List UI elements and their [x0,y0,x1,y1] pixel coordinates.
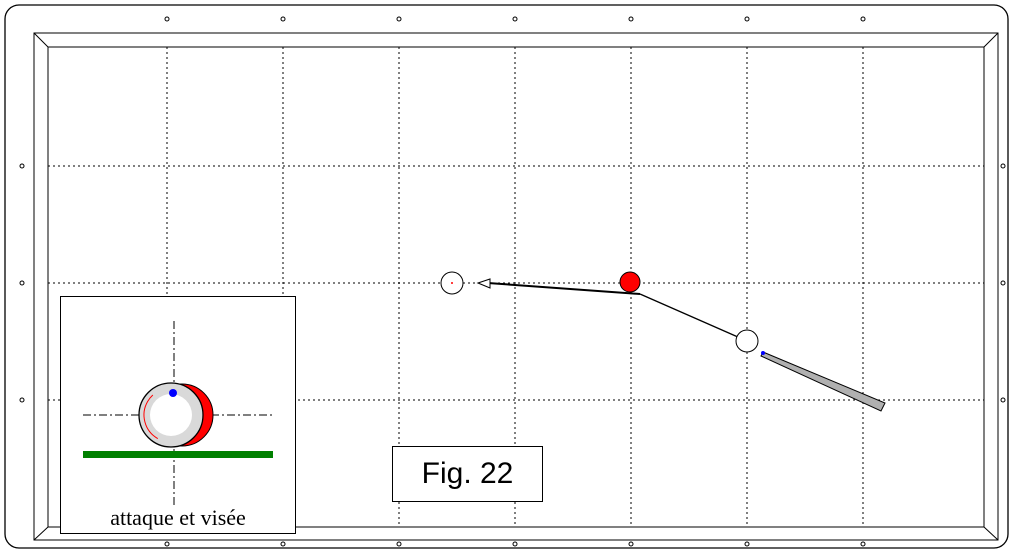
diamond-marker-icon [860,16,866,22]
diamond-marker-icon [1000,397,1006,403]
diamond-marker-icon [164,541,170,547]
cushion-corner-tr [983,32,999,48]
cushion-corner-tl [33,32,49,48]
diamond-marker-icon [280,16,286,22]
object-ball-path-segment [487,282,641,295]
aim-point-icon [451,282,453,284]
diamond-markers [19,16,1006,547]
diamond-marker-icon [628,541,634,547]
diamond-marker-icon [1000,163,1006,169]
inset-attack-aim: attaque et visée [60,296,296,534]
cue-ball-highlight [150,394,192,436]
diamond-marker-icon [19,397,25,403]
figure-label: Fig. 22 [392,446,543,502]
cushion-corner-br [983,526,999,541]
diamond-marker-icon [164,16,170,22]
ball-path [476,278,748,342]
diamond-marker-icon [628,16,634,22]
cushion-corner-bl [33,526,49,541]
diamond-marker-icon [744,16,750,22]
aim-circle-dashed [143,387,199,443]
cue-tip [761,351,765,355]
diamond-marker-icon [280,541,286,547]
diamond-marker-icon [512,16,518,22]
inset-caption: attaque et visée [110,505,246,530]
diamond-marker-icon [396,541,402,547]
diamond-marker-icon [19,280,25,286]
inset-ball-view [83,321,273,507]
diamond-marker-icon [744,541,750,547]
table-outer-frame [4,4,1009,549]
direction-arrow-icon [476,278,491,289]
diamond-marker-icon [396,16,402,22]
diamond-marker-icon [860,541,866,547]
contact-point-icon [169,389,177,397]
cue-ball-icon [735,329,759,353]
diamond-marker-icon [19,163,25,169]
cushion-inner [47,46,985,528]
cue-stick-shaft [760,351,886,412]
cue-stick-icon [760,351,886,412]
diamond-marker-icon [1000,280,1006,286]
cushion-outer [33,32,999,541]
cushion-shadow-bar [83,451,273,458]
diamond-marker-icon [512,541,518,547]
cue-ball-path-segment [639,293,748,342]
object-ball-icon [619,271,641,293]
